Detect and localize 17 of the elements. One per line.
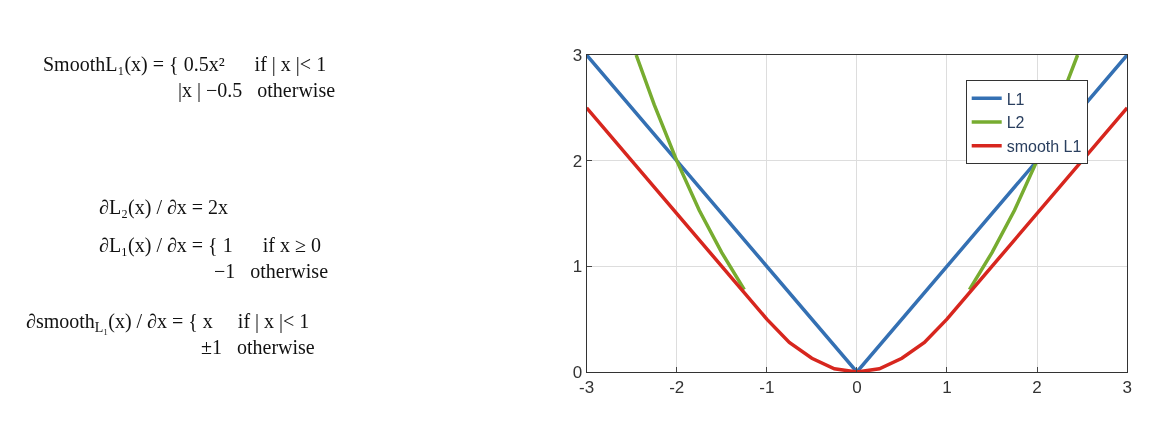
x-tick-label: 0 <box>852 378 862 398</box>
y-tick-label: 3 <box>572 45 583 65</box>
text: SmoothL₁(x) = { 0.5x² if | x |< 1 |x | −0.5 otherwise <box>43 53 336 102</box>
x-tick-label: -2 <box>669 378 685 398</box>
legend-label: smooth L1 <box>1006 138 1082 156</box>
text: ∂L₂(x) / ∂x = 2x <box>99 196 229 219</box>
text: ∂L₁(x) / ∂x = { 1 if x ≥ 0 −1 otherwise <box>99 234 329 282</box>
line-series <box>586 106 1128 372</box>
x-tick-label: -1 <box>759 378 775 398</box>
y-tick-label: 1 <box>572 257 583 277</box>
text: ∂smooth$_{L₁}$(x) / ∂x = { x if | x |< 1 ±1 otherwise <box>26 310 315 358</box>
y-tick-label: 2 <box>572 151 583 171</box>
legend-label: L1 <box>1006 90 1025 108</box>
legend-label: L2 <box>1006 114 1025 132</box>
x-tick-label: 3 <box>1122 378 1132 398</box>
x-tick-label: 1 <box>942 378 952 398</box>
x-tick-label: 2 <box>1032 378 1042 398</box>
